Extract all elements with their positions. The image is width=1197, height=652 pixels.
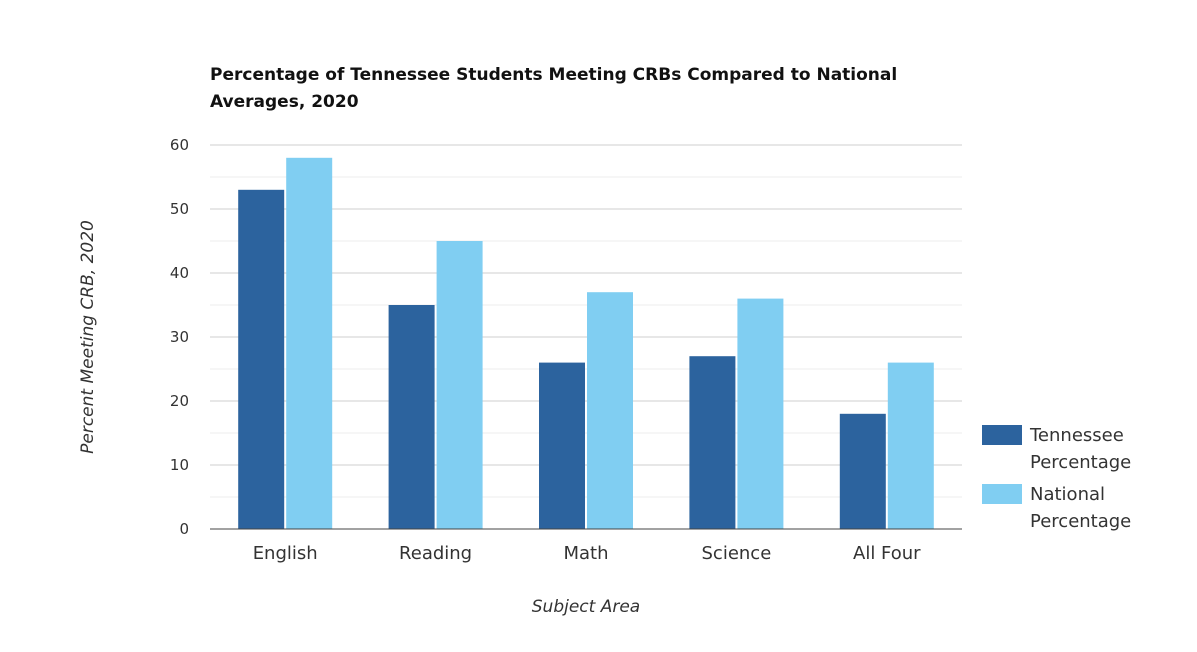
- y-tick-label: 60: [170, 136, 189, 154]
- x-tick-label: Science: [702, 543, 772, 564]
- bar-national-3: [737, 298, 784, 529]
- bar-tennessee-0: [238, 189, 285, 530]
- y-axis-title: Percent Meeting CRB, 2020: [78, 220, 98, 454]
- x-tick-label: Reading: [399, 543, 472, 564]
- bar-national-1: [436, 241, 483, 529]
- bar-national-0: [286, 157, 333, 530]
- legend-label: National: [1030, 484, 1105, 505]
- x-axis-categories: English Reading Math Science All Four: [253, 543, 921, 564]
- legend-label: Tennessee: [1029, 425, 1124, 446]
- bar-national-4: [887, 362, 934, 529]
- legend-swatch: [982, 425, 1022, 445]
- x-tick-label: English: [253, 543, 318, 564]
- x-axis-title: Subject Area: [532, 597, 640, 617]
- x-tick-label: All Four: [853, 543, 921, 564]
- legend-label: Percentage: [1030, 452, 1131, 473]
- bars: [238, 157, 934, 530]
- bar-tennessee-1: [388, 305, 435, 529]
- y-tick-label: 0: [179, 520, 189, 538]
- chart-title: Percentage of Tennessee Students Meeting…: [210, 65, 898, 112]
- bar-tennessee-3: [689, 356, 736, 529]
- legend-label: Percentage: [1030, 511, 1131, 532]
- legend: Tennessee Percentage National Percentage: [982, 425, 1131, 532]
- bar-tennessee-2: [539, 362, 585, 529]
- x-tick-label: Math: [563, 543, 608, 564]
- y-tick-label: 50: [170, 200, 189, 218]
- y-tick-label: 30: [170, 328, 189, 346]
- y-axis-ticks: 0 10 20 30 40 50 60: [170, 136, 189, 538]
- bar-national-2: [587, 292, 633, 529]
- bar-tennessee-4: [839, 413, 886, 529]
- y-tick-label: 10: [170, 456, 189, 474]
- legend-swatch: [982, 484, 1022, 504]
- y-tick-label: 20: [170, 392, 189, 410]
- y-tick-label: 40: [170, 264, 189, 282]
- gridlines: [210, 144, 962, 498]
